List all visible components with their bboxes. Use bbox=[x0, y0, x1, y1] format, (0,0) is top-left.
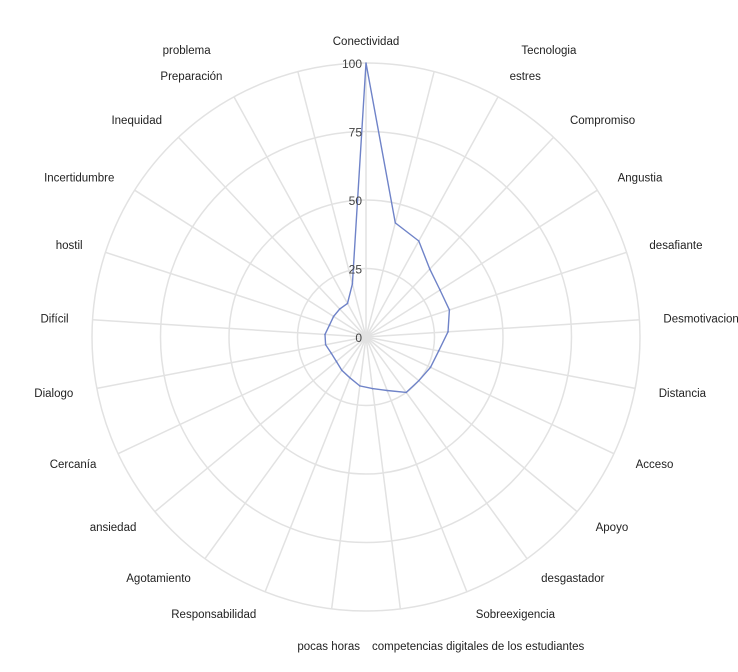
grid-spoke bbox=[365, 136, 555, 338]
grid-spoke bbox=[96, 336, 367, 390]
axis-label: problema bbox=[163, 45, 212, 57]
grid-spoke bbox=[365, 336, 468, 593]
axis-label: Desmotivacion bbox=[663, 313, 738, 325]
data-point bbox=[330, 352, 333, 355]
grid-spoke bbox=[177, 136, 367, 338]
data-point bbox=[349, 376, 351, 379]
data-point bbox=[417, 379, 420, 382]
axis-label: pocas horas bbox=[297, 641, 360, 653]
axis-label: Responsabilidad bbox=[171, 609, 256, 621]
tick-label: 100 bbox=[342, 57, 362, 71]
data-point bbox=[394, 222, 397, 224]
axis-label: Distancia bbox=[659, 388, 707, 400]
tick-label: 75 bbox=[349, 126, 363, 140]
data-point bbox=[418, 240, 420, 242]
axis-label: Conectividad bbox=[333, 36, 399, 48]
grid-spoke bbox=[365, 189, 598, 338]
data-point bbox=[437, 350, 440, 352]
radar-series bbox=[324, 62, 451, 394]
tick-label: 25 bbox=[349, 263, 363, 277]
axis-label: Apoyo bbox=[596, 522, 629, 534]
axis-label: Tecnologia bbox=[521, 45, 577, 57]
series-line bbox=[324, 62, 451, 394]
grid-spoke bbox=[365, 71, 435, 338]
grid-spoke bbox=[264, 336, 367, 593]
data-point bbox=[351, 283, 354, 285]
grid-spoke bbox=[92, 319, 367, 338]
data-point bbox=[386, 389, 388, 392]
grid-spoke bbox=[330, 336, 367, 609]
data-point bbox=[328, 324, 331, 326]
data-point bbox=[335, 360, 338, 363]
grid-spoke bbox=[365, 336, 578, 513]
grid-spoke bbox=[365, 96, 499, 338]
grid-spoke bbox=[134, 189, 367, 338]
data-point bbox=[447, 331, 449, 333]
data-point bbox=[338, 308, 341, 310]
data-point bbox=[359, 385, 361, 387]
axis-label: Agotamiento bbox=[126, 573, 191, 585]
data-point bbox=[428, 268, 431, 270]
axis-label: Compromiso bbox=[570, 115, 635, 127]
data-point bbox=[448, 309, 451, 311]
grid-spoke bbox=[365, 336, 636, 390]
radial-ticks: 0 25 50 75 100 bbox=[342, 57, 362, 345]
axis-label: Difícil bbox=[40, 313, 68, 325]
tick-label: 50 bbox=[349, 194, 363, 208]
data-point bbox=[365, 62, 367, 64]
axis-label: estres bbox=[510, 71, 542, 83]
grid-spoke bbox=[365, 336, 615, 455]
grid-spoke bbox=[204, 336, 367, 560]
data-point bbox=[429, 366, 432, 369]
grid-spoke bbox=[105, 251, 367, 338]
axis-label: desgastador bbox=[541, 573, 604, 585]
grid-spoke bbox=[233, 96, 367, 338]
grid-spoke bbox=[365, 336, 528, 560]
tick-label: 0 bbox=[355, 331, 362, 345]
axis-label: Angustia bbox=[618, 172, 663, 184]
axis-label: Dialogo bbox=[34, 388, 73, 400]
data-point bbox=[405, 391, 408, 394]
axis-label: hostil bbox=[56, 240, 83, 252]
axis-label: desafiante bbox=[649, 240, 702, 252]
grid-spoke bbox=[297, 71, 367, 338]
axis-label: Inequidad bbox=[111, 115, 162, 127]
data-point bbox=[324, 333, 326, 336]
axis-label: Acceso bbox=[636, 459, 674, 471]
grid-spoke bbox=[154, 336, 367, 513]
data-point bbox=[371, 387, 374, 390]
data-point bbox=[324, 343, 327, 346]
axis-label: Cercanía bbox=[50, 459, 97, 471]
grid-spoke bbox=[365, 319, 640, 338]
data-point bbox=[332, 315, 335, 318]
grid-spoke bbox=[365, 251, 627, 338]
axis-label: Preparación bbox=[160, 71, 222, 83]
data-point bbox=[341, 369, 343, 372]
radar-grid bbox=[91, 62, 641, 612]
axis-label: ansiedad bbox=[90, 522, 137, 534]
axis-label: Sobreexigencia bbox=[476, 609, 556, 621]
data-point bbox=[346, 302, 349, 305]
data-point bbox=[439, 289, 441, 291]
grid-spoke bbox=[365, 336, 402, 609]
axis-label: Incertidumbre bbox=[44, 172, 114, 184]
grid-spoke bbox=[117, 336, 367, 455]
axis-label: competencias digitales de los estudiante… bbox=[372, 641, 584, 653]
axis-labels: Conectividad Tecnologia estres Compromiso An… bbox=[34, 36, 738, 653]
